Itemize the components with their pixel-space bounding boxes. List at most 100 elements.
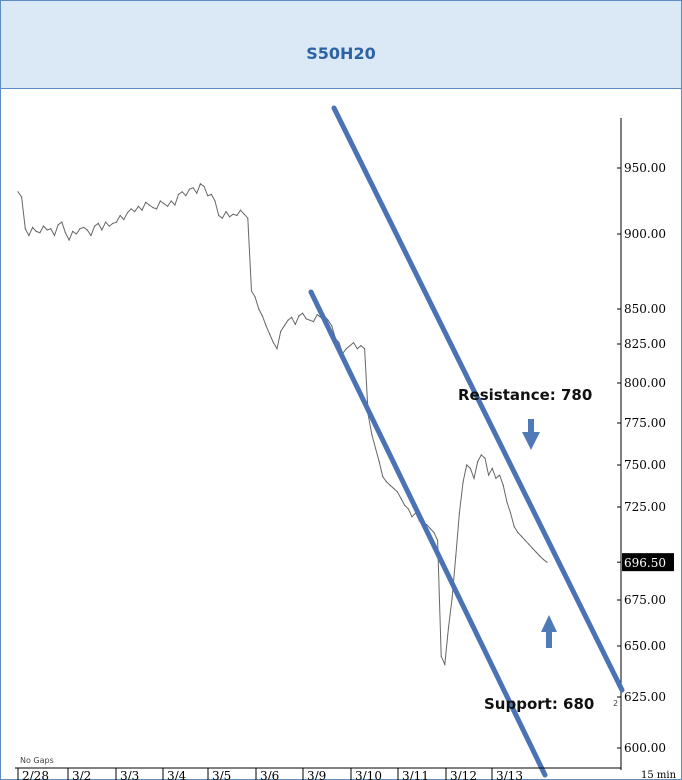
price-point — [210, 193, 212, 195]
price-point — [539, 555, 541, 557]
price-point — [159, 200, 161, 202]
price-point — [108, 225, 110, 227]
price-point — [79, 228, 81, 230]
annotation-arrows — [522, 419, 557, 648]
resistance-annotation: Resistance: 780 — [458, 386, 592, 404]
price-point — [305, 318, 307, 320]
price-point — [458, 512, 460, 514]
price-point — [466, 464, 468, 466]
price-point — [294, 323, 296, 325]
price-point — [192, 187, 194, 189]
price-point — [105, 221, 107, 223]
chart-annotations: Resistance: 780 Support: 680 — [458, 386, 594, 713]
price-point — [130, 208, 132, 210]
price-point — [148, 204, 150, 206]
price-point — [513, 526, 515, 528]
price-point — [239, 209, 242, 211]
price-point — [17, 191, 19, 193]
price-point — [378, 461, 380, 463]
price-point — [393, 487, 395, 490]
price-point — [451, 597, 453, 599]
price-point — [72, 230, 74, 232]
price-point — [276, 348, 278, 350]
price-point — [455, 555, 457, 557]
price-point — [141, 209, 143, 211]
price-point — [207, 195, 209, 197]
price-point — [265, 325, 267, 327]
price-point — [495, 477, 497, 479]
y-tick-label: 650.00 — [624, 639, 666, 653]
price-point — [123, 218, 125, 221]
price-point — [440, 655, 442, 657]
price-point — [542, 558, 545, 561]
price-point — [506, 501, 508, 503]
trend-channel — [308, 105, 625, 778]
price-point — [28, 234, 30, 237]
price-point — [61, 221, 63, 223]
price-point — [101, 229, 103, 231]
y-tick-label: 725.00 — [624, 500, 666, 514]
price-point — [488, 474, 490, 476]
price-point — [338, 342, 340, 344]
price-point — [269, 333, 271, 335]
last-price-label: 696.50 — [624, 556, 666, 570]
x-tick-label: 3/3 — [120, 769, 139, 780]
price-point — [477, 461, 479, 463]
price-line — [17, 183, 548, 667]
price-point — [546, 561, 548, 563]
price-point — [407, 508, 409, 510]
price-point — [196, 192, 198, 194]
price-point — [221, 217, 223, 219]
price-point — [473, 477, 475, 479]
price-point — [480, 454, 482, 456]
interval-label: 15 min — [641, 770, 677, 780]
axis-marker: 2 — [613, 699, 618, 708]
price-point — [218, 214, 220, 217]
price-point — [31, 226, 34, 228]
y-tick-label: 775.00 — [624, 416, 666, 430]
price-point — [396, 491, 398, 493]
price-point — [86, 229, 88, 231]
x-tick-label: 3/13 — [496, 769, 523, 780]
price-point — [491, 467, 493, 469]
price-point — [83, 226, 85, 228]
price-point — [447, 627, 450, 629]
y-tick-label: 825.00 — [624, 337, 666, 351]
price-point — [250, 290, 253, 292]
y-tick-label: 850.00 — [624, 302, 666, 316]
price-point — [115, 221, 118, 223]
price-point — [283, 325, 285, 327]
price-point — [469, 467, 471, 469]
price-point — [35, 230, 37, 232]
price-point — [188, 188, 191, 190]
price-point — [360, 345, 362, 347]
price-point — [316, 314, 318, 316]
x-tick-label: 3/4 — [167, 769, 187, 780]
price-point — [345, 348, 347, 350]
price-point — [145, 201, 147, 203]
price-point — [287, 319, 289, 321]
y-tick-label: 950.00 — [624, 161, 666, 175]
chart-title: S50H20 — [306, 44, 376, 63]
channel-upper-line — [331, 105, 625, 693]
price-point — [353, 342, 355, 344]
price-point — [214, 200, 216, 202]
price-point — [232, 213, 234, 215]
price-point — [444, 663, 446, 666]
price-point — [433, 531, 435, 534]
price-point — [484, 457, 486, 459]
price-point — [174, 204, 176, 206]
x-tick-label: 3/2 — [72, 769, 91, 780]
price-point — [535, 551, 537, 553]
up-arrow-shaft — [546, 630, 552, 648]
price-point — [68, 239, 70, 241]
price-point — [502, 484, 504, 486]
price-point — [385, 481, 388, 483]
price-point — [64, 232, 66, 234]
price-point — [75, 233, 77, 235]
price-point — [499, 474, 501, 476]
price-point — [229, 216, 231, 218]
price-point — [389, 484, 391, 486]
price-point — [53, 234, 56, 237]
price-point — [181, 191, 183, 193]
